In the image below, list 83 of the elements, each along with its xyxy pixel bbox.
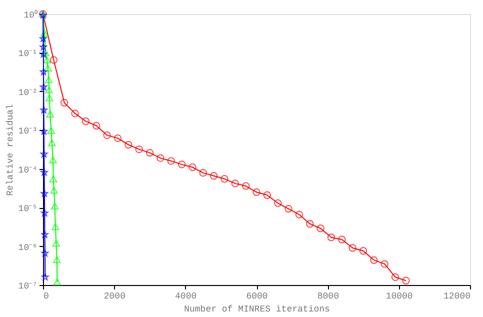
point: [48, 139, 56, 146]
point: [46, 94, 54, 102]
y-tick-label: 10⁻⁷: [18, 282, 38, 292]
point: [71, 110, 79, 118]
point: [52, 223, 60, 230]
point: [44, 64, 52, 72]
point: [167, 157, 175, 165]
point: [40, 30, 48, 37]
point: [199, 168, 207, 177]
point: [252, 188, 260, 196]
point: [40, 50, 48, 58]
point: [50, 186, 58, 194]
point: [40, 68, 48, 76]
point: [40, 190, 48, 197]
point: [114, 134, 122, 142]
x-tick-label: 8000: [317, 292, 339, 302]
point: [188, 163, 196, 172]
point: [316, 224, 324, 232]
y-tick-label: 10⁻⁵: [18, 204, 38, 214]
x-tick-label: 4000: [175, 292, 197, 302]
x-tick-label: 12000: [443, 292, 470, 302]
point: [295, 210, 304, 218]
point: [391, 273, 400, 281]
point: [50, 56, 58, 64]
point: [327, 234, 336, 242]
point: [47, 127, 56, 134]
x-axis-title: Number of MINRES iterations: [184, 304, 330, 314]
point: [242, 182, 250, 190]
point: [52, 240, 60, 247]
point: [53, 278, 62, 286]
point: [380, 260, 388, 268]
point: [124, 140, 132, 149]
point: [41, 230, 48, 238]
point: [146, 148, 154, 157]
point: [40, 83, 48, 90]
y-tick-label: 10⁻²: [18, 88, 38, 98]
y-tick-label: 10⁻⁴: [18, 165, 38, 176]
point: [40, 168, 48, 176]
point: [359, 247, 368, 255]
point: [53, 256, 61, 264]
point: [274, 199, 282, 208]
point: [49, 156, 57, 164]
point: [92, 122, 100, 130]
point: [82, 117, 90, 126]
point: [40, 128, 48, 135]
point: [45, 86, 53, 94]
point: [178, 160, 186, 168]
point: [40, 150, 48, 158]
point: [42, 49, 50, 56]
point: [231, 180, 240, 188]
point: [402, 276, 410, 284]
point: [338, 236, 346, 244]
point: [135, 145, 143, 154]
point: [103, 131, 111, 140]
y-tick-label: 10⁰: [24, 10, 38, 20]
point: [50, 202, 59, 210]
point: [41, 273, 49, 280]
x-tick-label: 6000: [246, 292, 268, 302]
point: [40, 43, 48, 50]
point: [370, 256, 378, 264]
point: [306, 220, 314, 228]
x-tick-label: 0: [44, 292, 49, 302]
point: [284, 204, 292, 213]
point: [49, 176, 58, 182]
point: [41, 249, 49, 256]
y-tick-label: 10⁻¹: [18, 49, 38, 60]
point: [39, 34, 47, 42]
point: [40, 106, 48, 114]
point: [263, 191, 272, 199]
point: [348, 244, 356, 252]
point: [220, 175, 228, 183]
y-tick-label: 10⁻³: [18, 126, 38, 137]
point: [44, 76, 53, 84]
x-tick-label: 10000: [386, 292, 413, 302]
point: [40, 209, 48, 216]
y-axis-title: Relative residual: [5, 104, 16, 196]
x-tick-label: 2000: [104, 292, 126, 302]
point: [60, 98, 68, 107]
point: [43, 56, 51, 64]
point: [156, 154, 164, 162]
point: [46, 110, 54, 118]
y-tick-label: 10⁻⁶: [18, 242, 38, 253]
point: [210, 172, 218, 180]
